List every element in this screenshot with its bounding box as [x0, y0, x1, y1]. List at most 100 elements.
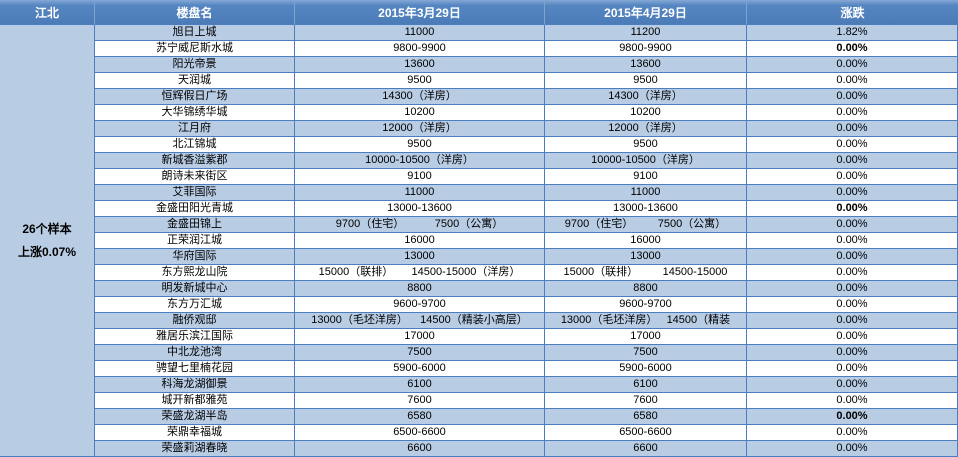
cell-property-name: 朗诗未来街区	[95, 169, 295, 185]
cell-price-2015-03-29: 7600	[295, 393, 545, 409]
cell-price-2015-03-29: 8800	[295, 281, 545, 297]
cell-price-2015-04-29: 6600	[545, 441, 747, 457]
cell-price-2015-04-29: 12000（洋房）	[545, 121, 747, 137]
cell-price-2015-03-29: 9700（住宅） 7500（公寓）	[295, 217, 545, 233]
header-date-april: 2015年4月29日	[545, 0, 747, 25]
cell-property-name: 北江锦城	[95, 137, 295, 153]
cell-property-name: 中北龙池湾	[95, 345, 295, 361]
cell-property-name: 金盛田阳光青城	[95, 201, 295, 217]
cell-price-2015-04-29: 11000	[545, 185, 747, 201]
cell-change: 0.00%	[747, 329, 958, 345]
cell-change: 0.00%	[747, 281, 958, 297]
cell-property-name: 科海龙湖御景	[95, 377, 295, 393]
cell-price-2015-04-29: 9500	[545, 137, 747, 153]
cell-change: 0.00%	[747, 73, 958, 89]
cell-price-2015-03-29: 9100	[295, 169, 545, 185]
cell-price-2015-03-29: 11000	[295, 25, 545, 41]
cell-change: 0.00%	[747, 297, 958, 313]
cell-change: 0.00%	[747, 265, 958, 281]
cell-price-2015-03-29: 7500	[295, 345, 545, 361]
change-summary: 上涨0.07%	[17, 244, 77, 259]
cell-property-name: 明发新城中心	[95, 281, 295, 297]
cell-price-2015-03-29: 13000-13600	[295, 201, 545, 217]
cell-price-2015-03-29: 13600	[295, 57, 545, 73]
cell-change: 0.00%	[747, 169, 958, 185]
cell-property-name: 天润城	[95, 73, 295, 89]
cell-price-2015-04-29: 9600-9700	[545, 297, 747, 313]
cell-price-2015-03-29: 14300（洋房）	[295, 89, 545, 105]
cell-property-name: 东方熙龙山院	[95, 265, 295, 281]
cell-property-name: 融侨观邸	[95, 313, 295, 329]
cell-price-2015-03-29: 13000	[295, 249, 545, 265]
cell-price-2015-04-29: 16000	[545, 233, 747, 249]
cell-price-2015-04-29: 15000（联排） 14500-15000	[545, 265, 747, 281]
cell-price-2015-03-29: 17000	[295, 329, 545, 345]
cell-property-name: 恒辉假日广场	[95, 89, 295, 105]
cell-change: 0.00%	[747, 249, 958, 265]
cell-price-2015-04-29: 5900-6000	[545, 361, 747, 377]
cell-change: 0.00%	[747, 233, 958, 249]
header-property-name: 楼盘名	[95, 0, 295, 25]
cell-property-name: 荣鼎幸福城	[95, 425, 295, 441]
cell-change: 0.00%	[747, 137, 958, 153]
cell-property-name: 骋望七里楠花园	[95, 361, 295, 377]
cell-property-name: 华府国际	[95, 249, 295, 265]
cell-price-2015-04-29: 6100	[545, 377, 747, 393]
cell-price-2015-04-29: 9100	[545, 169, 747, 185]
cell-change: 0.00%	[747, 425, 958, 441]
cell-price-2015-03-29: 11000	[295, 185, 545, 201]
cell-change: 0.00%	[747, 441, 958, 457]
cell-price-2015-04-29: 13000-13600	[545, 201, 747, 217]
cell-price-2015-03-29: 16000	[295, 233, 545, 249]
cell-price-2015-04-29: 11200	[545, 25, 747, 41]
cell-property-name: 正荣润江城	[95, 233, 295, 249]
cell-price-2015-03-29: 9500	[295, 137, 545, 153]
cell-change: 0.00%	[747, 153, 958, 169]
cell-property-name: 苏宁威尼斯水城	[95, 41, 295, 57]
cell-price-2015-03-29: 9500	[295, 73, 545, 89]
cell-change: 1.82%	[747, 25, 958, 41]
cell-price-2015-03-29: 15000（联排） 14500-15000（洋房）	[295, 265, 545, 281]
cell-change: 0.00%	[747, 121, 958, 137]
cell-price-2015-04-29: 13000（毛坯洋房） 14500（精装	[545, 313, 747, 329]
header-change: 涨跌	[747, 0, 958, 25]
cell-price-2015-03-29: 6500-6600	[295, 425, 545, 441]
cell-price-2015-03-29: 9800-9900	[295, 41, 545, 57]
sample-count: 26个样本	[22, 221, 72, 236]
cell-property-name: 江月府	[95, 121, 295, 137]
header-date-march: 2015年3月29日	[295, 0, 545, 25]
cell-change: 0.00%	[747, 345, 958, 361]
cell-property-name: 东方万汇城	[95, 297, 295, 313]
cell-change: 0.00%	[747, 217, 958, 233]
cell-price-2015-04-29: 6500-6600	[545, 425, 747, 441]
cell-price-2015-04-29: 13000	[545, 249, 747, 265]
cell-price-2015-04-29: 7500	[545, 345, 747, 361]
cell-change: 0.00%	[747, 105, 958, 121]
cell-price-2015-04-29: 9700（住宅） 7500（公寓）	[545, 217, 747, 233]
header-region: 江北	[0, 0, 95, 25]
cell-property-name: 旭日上城	[95, 25, 295, 41]
cell-price-2015-03-29: 12000（洋房）	[295, 121, 545, 137]
cell-price-2015-04-29: 17000	[545, 329, 747, 345]
cell-change: 0.00%	[747, 185, 958, 201]
cell-change: 0.00%	[747, 57, 958, 73]
cell-property-name: 大华锦绣华城	[95, 105, 295, 121]
region-summary-cell: 26个样本 上涨0.07%	[0, 25, 95, 457]
cell-property-name: 新城香溢紫郡	[95, 153, 295, 169]
cell-price-2015-04-29: 9800-9900	[545, 41, 747, 57]
cell-price-2015-04-29: 7600	[545, 393, 747, 409]
cell-price-2015-04-29: 10000-10500（洋房）	[545, 153, 747, 169]
cell-change: 0.00%	[747, 41, 958, 57]
cell-property-name: 城开新都雅苑	[95, 393, 295, 409]
cell-change: 0.00%	[747, 361, 958, 377]
cell-change: 0.00%	[747, 89, 958, 105]
cell-change: 0.00%	[747, 409, 958, 425]
cell-change: 0.00%	[747, 201, 958, 217]
cell-price-2015-03-29: 13000（毛坯洋房） 14500（精装小高层）	[295, 313, 545, 329]
cell-price-2015-04-29: 10200	[545, 105, 747, 121]
cell-property-name: 荣盛龙湖半岛	[95, 409, 295, 425]
cell-price-2015-04-29: 9500	[545, 73, 747, 89]
cell-price-2015-04-29: 6580	[545, 409, 747, 425]
cell-price-2015-03-29: 10000-10500（洋房）	[295, 153, 545, 169]
cell-property-name: 艾菲国际	[95, 185, 295, 201]
